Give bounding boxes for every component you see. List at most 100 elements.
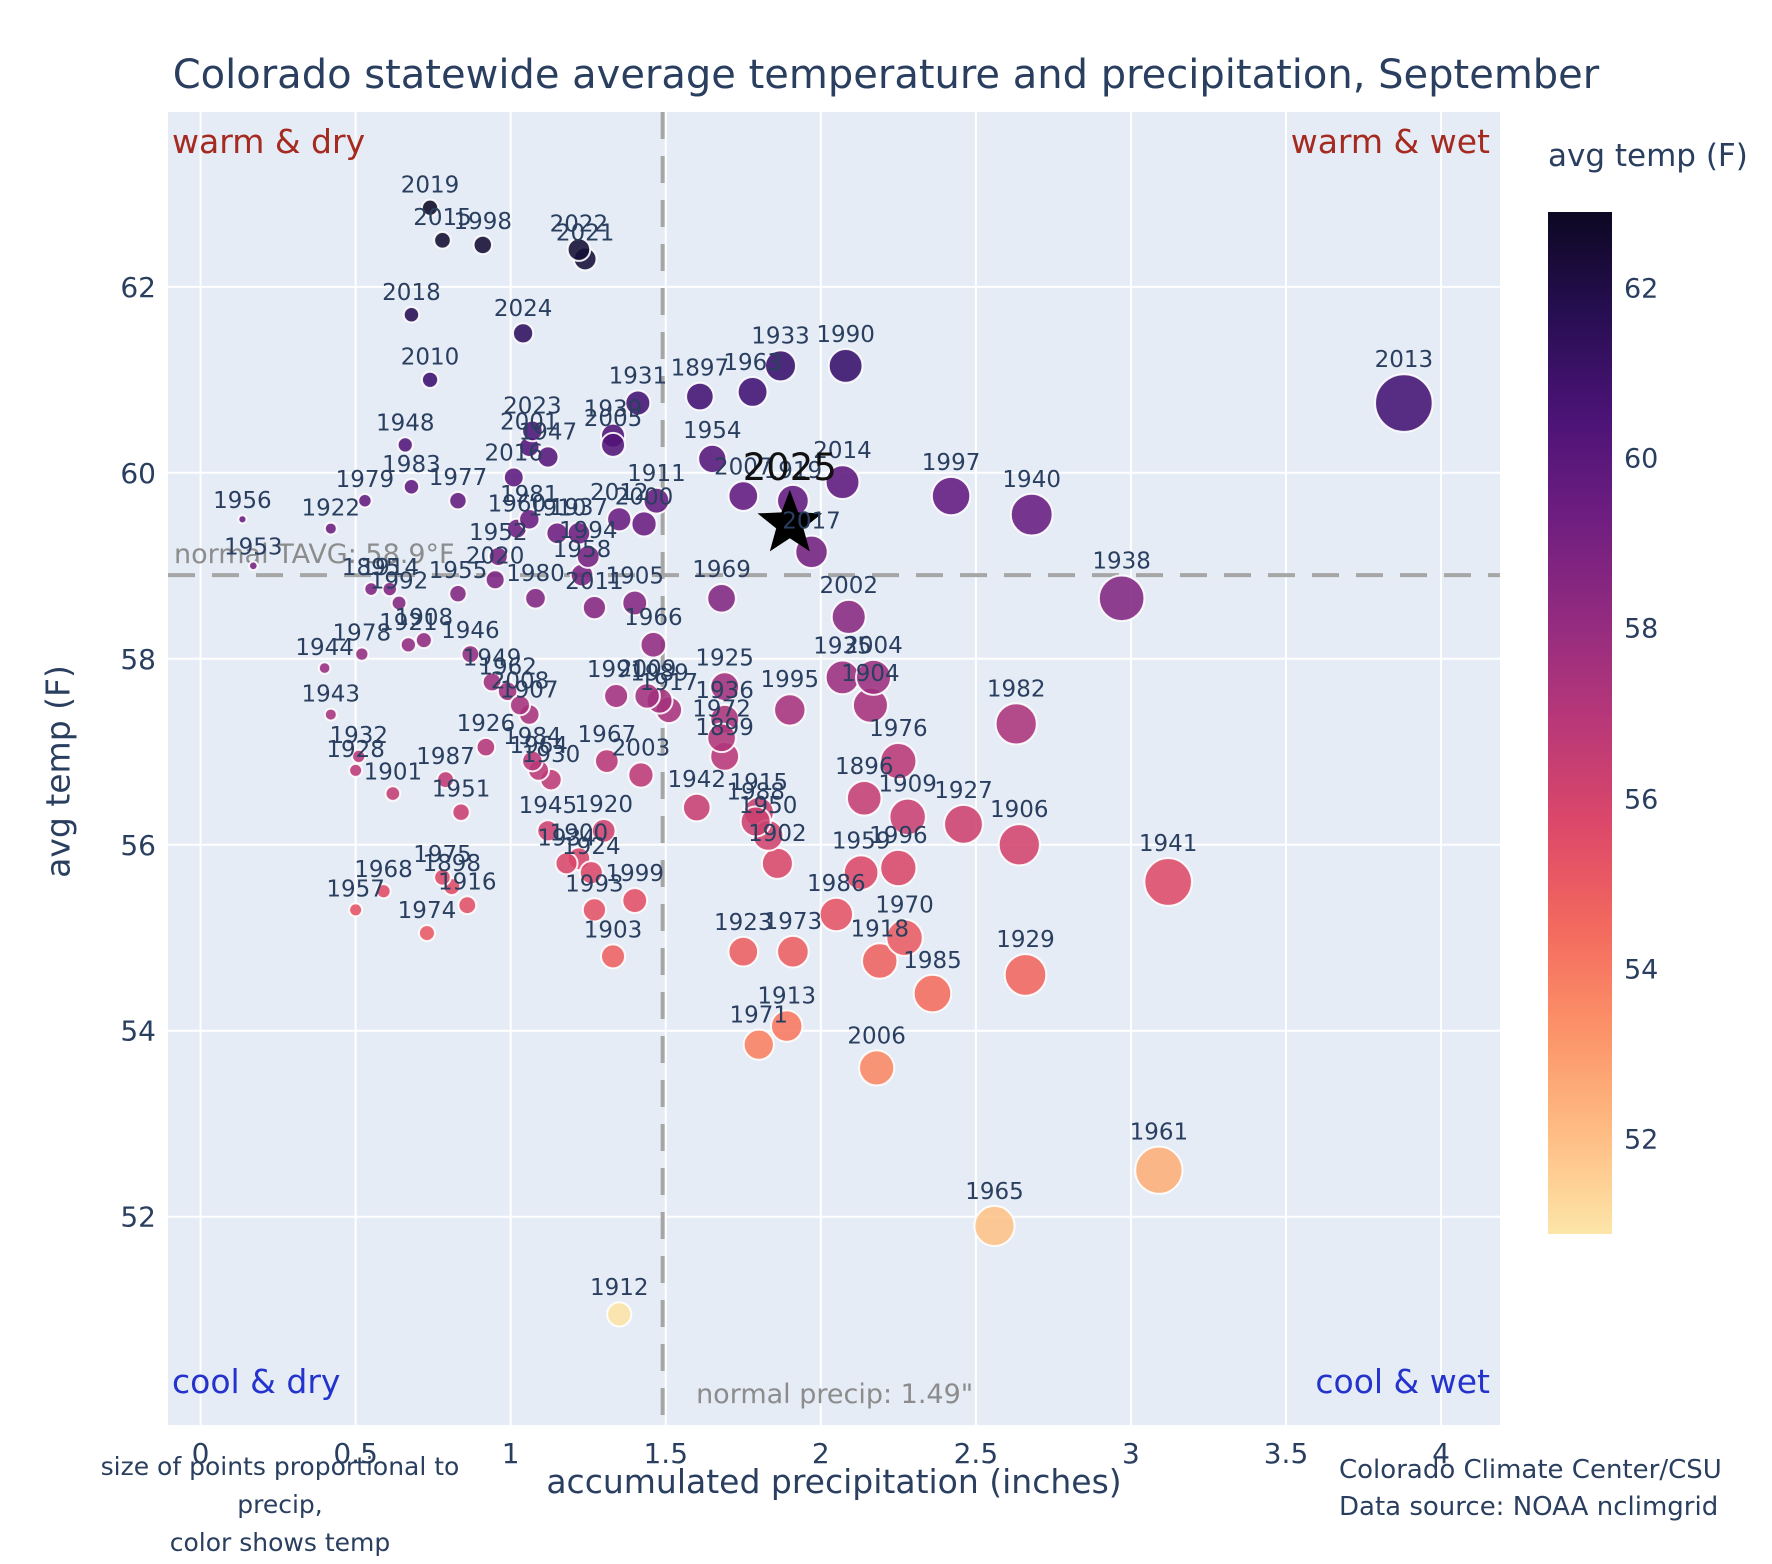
data-point[interactable] [1003,953,1048,997]
data-point[interactable] [594,748,620,774]
data-point[interactable] [1009,492,1054,537]
data-point[interactable] [317,661,332,675]
data-point[interactable] [566,237,592,262]
data-point[interactable] [621,589,649,617]
data-point[interactable] [581,595,608,621]
data-point[interactable] [818,896,855,933]
data-point[interactable] [606,506,633,533]
data-point[interactable] [727,480,760,512]
data-point[interactable] [885,918,924,957]
data-point[interactable] [709,671,741,703]
data-point[interactable] [994,702,1038,746]
data-point[interactable] [776,934,810,969]
data-point[interactable] [1097,574,1146,623]
data-point[interactable] [475,736,497,758]
data-point[interactable] [845,779,883,817]
data-point[interactable] [858,1049,896,1087]
data-point[interactable] [508,694,531,717]
data-point[interactable] [760,846,794,880]
data-point[interactable] [566,520,592,546]
data-point[interactable] [879,848,918,888]
data-point[interactable] [536,445,560,469]
data-point[interactable] [627,761,655,789]
data-point[interactable] [827,347,864,384]
data-point[interactable] [912,973,953,1014]
data-point[interactable] [414,631,433,650]
data-point[interactable] [402,306,421,324]
data-point[interactable] [624,389,652,417]
data-point[interactable] [521,749,544,773]
data-point[interactable] [697,443,728,474]
data-point[interactable] [357,492,373,509]
data-point[interactable] [396,436,414,454]
data-point[interactable] [630,510,658,538]
data-point[interactable] [472,234,493,256]
data-point[interactable] [764,349,798,383]
data-point[interactable] [770,1009,804,1043]
data-point[interactable] [433,867,452,887]
data-point[interactable] [639,631,668,659]
data-point[interactable] [824,464,861,500]
data-point[interactable] [521,419,544,443]
data-point[interactable] [481,671,503,693]
data-point[interactable] [727,935,760,968]
data-point[interactable] [323,707,338,722]
data-point[interactable] [237,514,248,525]
data-point[interactable] [484,569,506,591]
highlight-star-2025[interactable] [757,489,823,552]
data-point[interactable] [1374,373,1434,433]
data-point[interactable] [451,802,471,822]
data-point[interactable] [739,805,772,838]
data-point[interactable] [524,587,547,610]
data-point[interactable] [706,583,737,614]
data-point[interactable] [742,1028,775,1061]
data-point[interactable] [736,375,769,408]
data-point[interactable] [842,854,880,891]
data-point[interactable] [375,883,392,900]
data-point[interactable] [384,785,402,802]
data-point[interactable] [888,797,927,837]
data-point[interactable] [518,508,541,531]
data-point[interactable] [1143,857,1193,907]
data-point[interactable] [600,943,627,970]
data-point[interactable] [943,803,984,845]
data-point[interactable] [575,544,601,569]
data-point[interactable] [642,486,671,515]
data-point[interactable] [457,895,478,916]
data-point[interactable] [420,370,440,389]
data-point[interactable] [855,658,893,696]
data-point[interactable] [381,580,398,598]
data-point[interactable] [502,466,525,489]
data-point[interactable] [417,924,436,943]
data-point[interactable] [323,521,338,536]
data-point[interactable] [348,762,364,778]
data-point[interactable] [399,636,417,654]
data-point[interactable] [448,490,468,511]
data-point[interactable] [487,545,509,567]
data-point[interactable] [420,198,440,217]
data-point[interactable] [603,682,630,709]
data-point[interactable] [973,1204,1016,1248]
data-point[interactable] [830,598,867,635]
data-point[interactable] [681,792,712,823]
data-point[interactable] [861,942,899,980]
data-point[interactable] [773,693,807,727]
data-point[interactable] [633,682,661,710]
data-point[interactable] [511,322,535,345]
data-point[interactable] [930,475,972,517]
data-point[interactable] [606,1301,633,1328]
data-point[interactable] [433,231,452,250]
data-point[interactable] [581,897,608,923]
data-point[interactable] [354,646,370,662]
data-point[interactable] [590,818,617,844]
data-point[interactable] [879,741,918,781]
data-point[interactable] [578,860,604,886]
data-point[interactable] [448,583,468,604]
data-point[interactable] [554,851,579,876]
data-point[interactable] [348,902,364,918]
data-point[interactable] [351,748,367,765]
data-point[interactable] [536,819,560,843]
data-point[interactable] [247,560,259,572]
data-point[interactable] [685,381,715,412]
